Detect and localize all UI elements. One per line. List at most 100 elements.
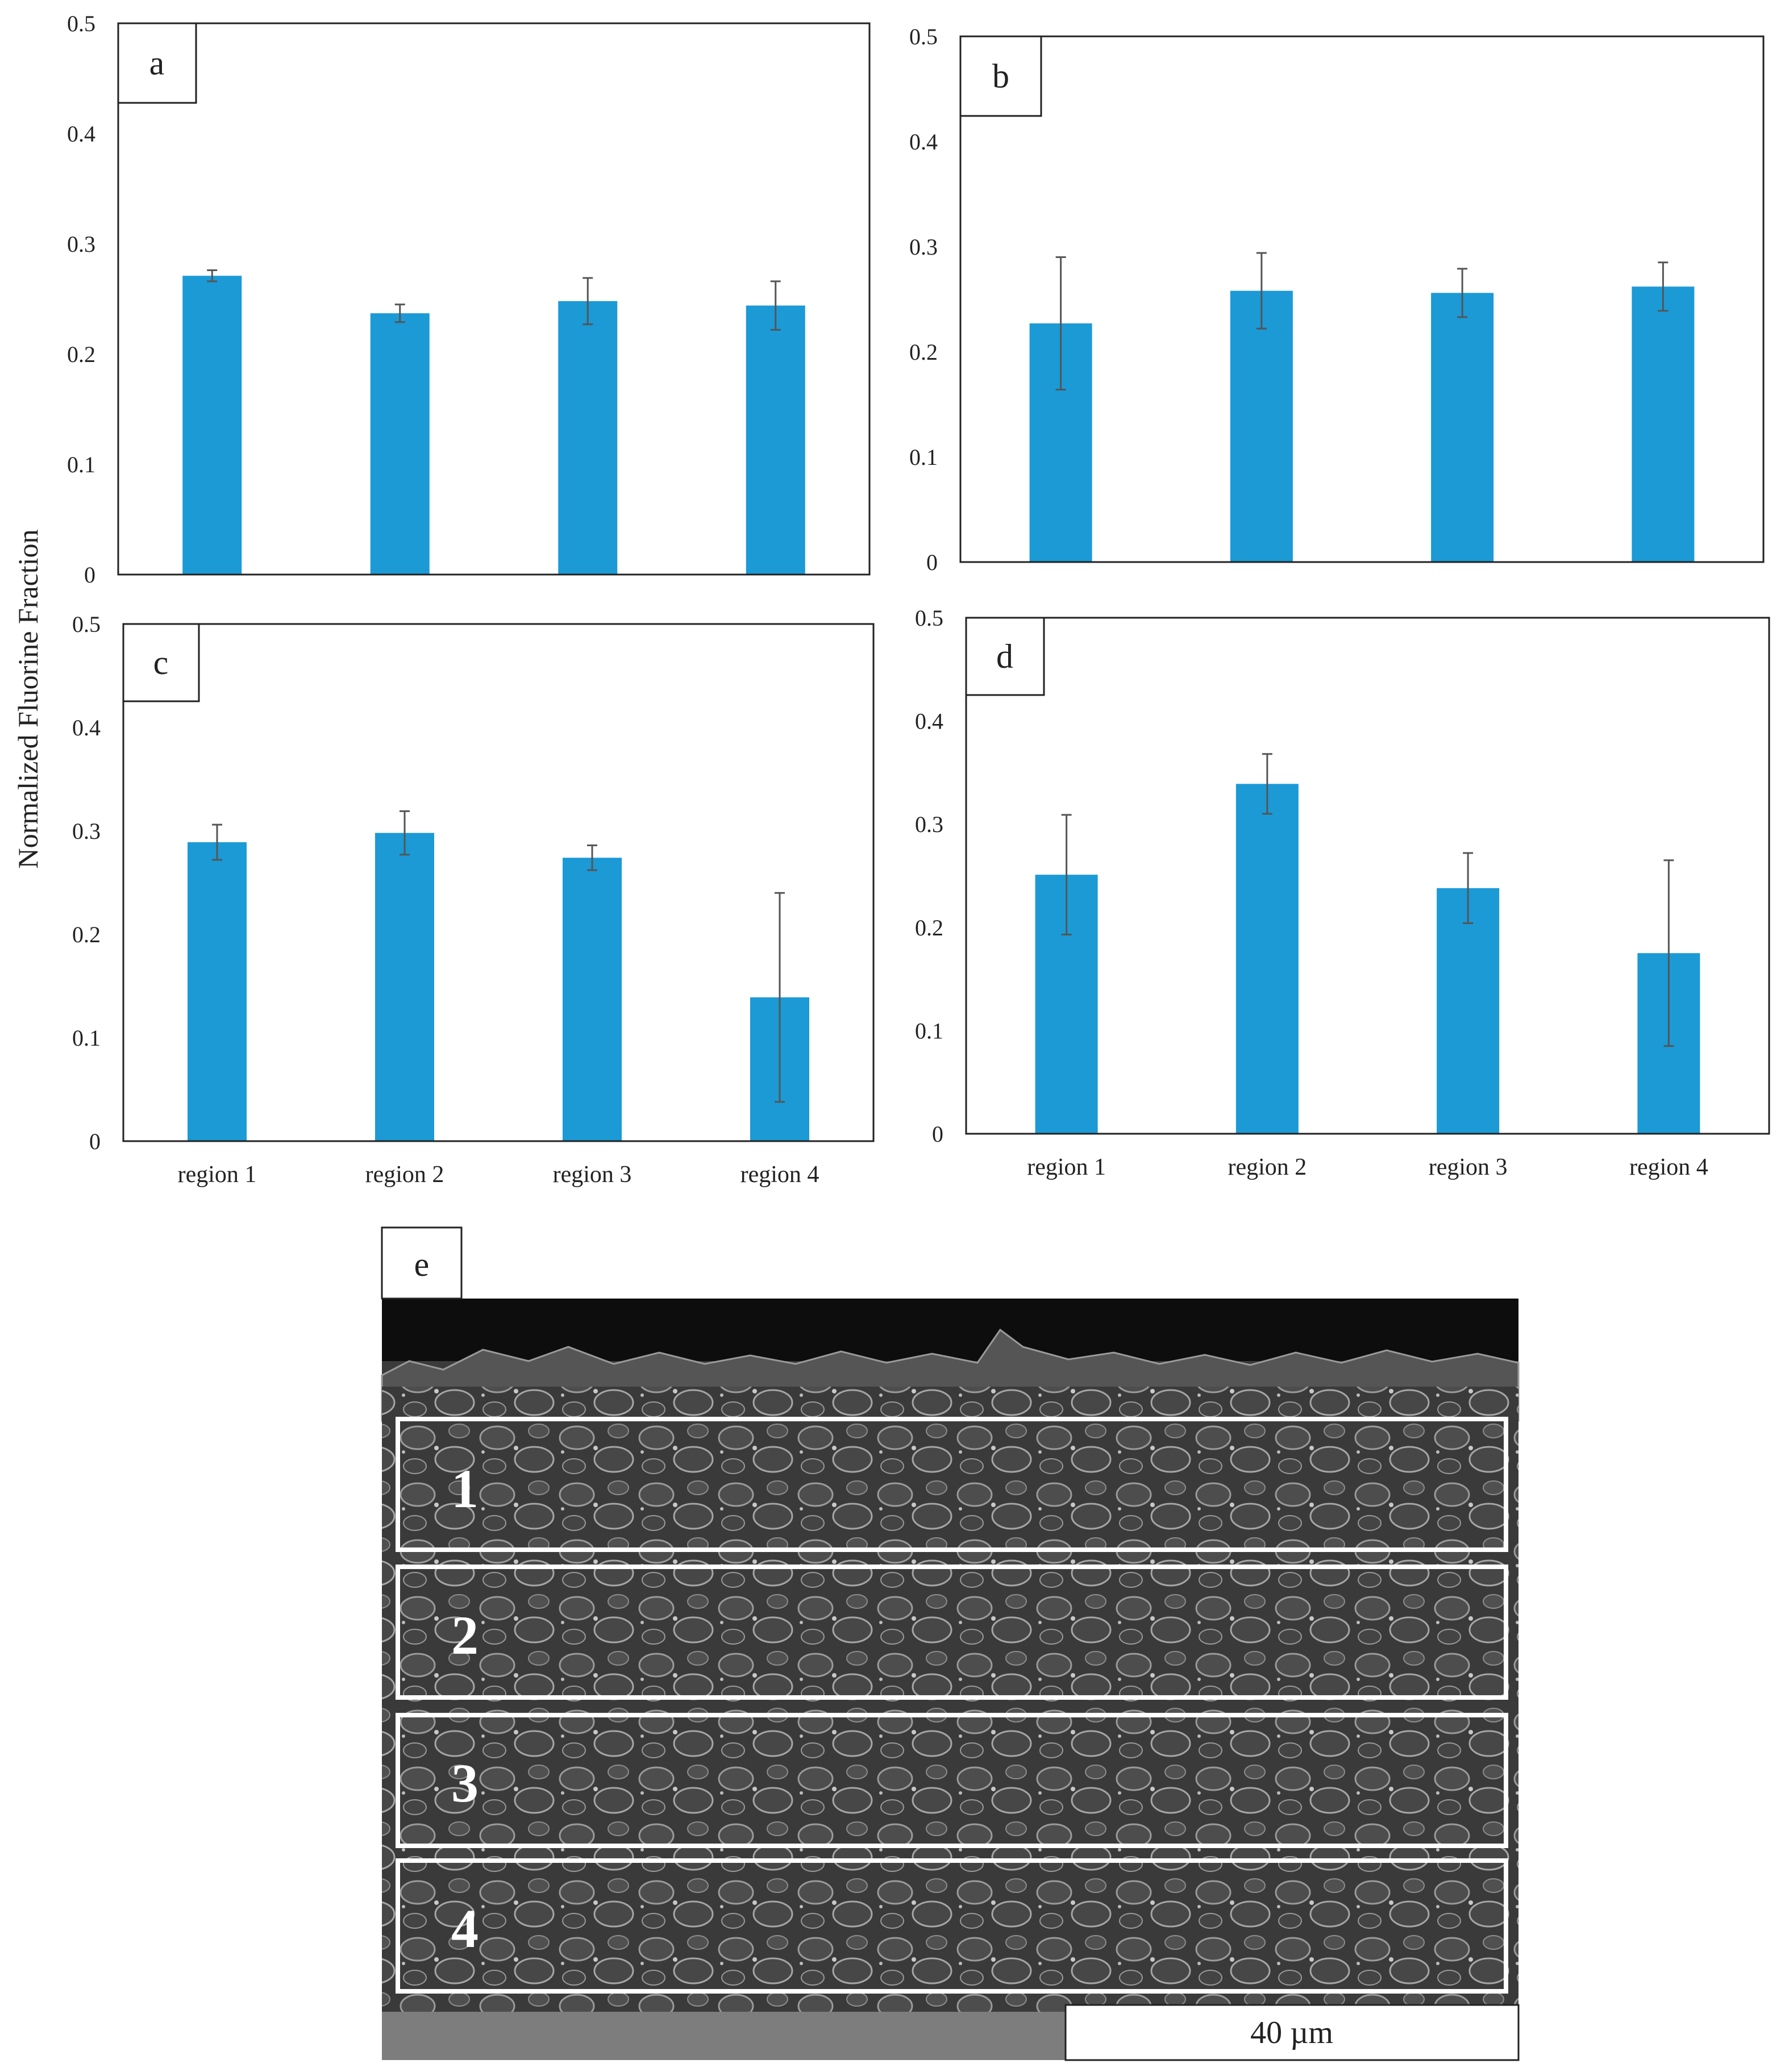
- panel-label-box-b: [959, 35, 1042, 117]
- y-tick-label-c-4: 0.4: [72, 715, 101, 740]
- y-tick-label-c-3: 0.3: [72, 818, 101, 844]
- y-tick-label-b-3: 0.3: [909, 234, 938, 260]
- y-tick-label-c-1: 0.1: [72, 1025, 101, 1051]
- x-tick-label-c-2: region 2: [365, 1162, 444, 1188]
- x-ticks-c: region 1 region 2 region 3 region 4: [178, 1162, 819, 1188]
- panel-label-a: a: [149, 44, 165, 82]
- error-bar-c-region-1: [212, 823, 222, 861]
- y-tick-label-b-0: 0: [926, 550, 938, 575]
- x-ticks-d: region 1 region 2 region 3 region 4: [1027, 1154, 1708, 1180]
- panel-label-box-a: [117, 22, 197, 104]
- chart-panel-c: 00.10.20.30.40.5 region 1 region 2 region …: [72, 611, 875, 1188]
- bars-b: [1029, 252, 1695, 562]
- bars-a: [182, 269, 805, 575]
- error-bar-b-region-3: [1457, 268, 1468, 318]
- y-tick-label-d-2: 0.2: [915, 915, 943, 941]
- y-tick-label-d-3: 0.3: [915, 812, 943, 837]
- y-tick-label-c-5: 0.5: [72, 611, 101, 637]
- y-tick-label-a-2: 0.2: [67, 342, 95, 367]
- panel-label-b: b: [992, 57, 1009, 95]
- micrograph-panel-e: 1 2 3 4 40 µm e: [381, 1226, 1520, 2061]
- bar-d-region-3: [1437, 888, 1500, 1134]
- y-ticks-a: 0 0.1 0.2 0.3 0.4 0.5: [67, 11, 95, 588]
- y-tick-label-b-2: 0.2: [909, 339, 938, 365]
- error-bar-a-region-1: [207, 269, 218, 282]
- error-bar-b-region-2: [1256, 252, 1267, 330]
- scale-bar-box: [1064, 2004, 1520, 2061]
- bar-b-region-4: [1632, 286, 1695, 562]
- y-ticks-c: 0 0.1 0.2 0.3 0.4 0.5: [72, 611, 101, 1154]
- y-tick-label-d-5: 0.5: [915, 605, 943, 631]
- error-bar-d-region-4: [1663, 859, 1674, 1047]
- scale-bar-label: 40 µm: [1250, 2015, 1333, 2050]
- x-tick-label-c-3: region 3: [553, 1162, 632, 1188]
- y-tick-label-a-4: 0.4: [67, 121, 95, 147]
- panel-label-box-c: [122, 623, 200, 702]
- y-tick-label-d-4: 0.4: [915, 709, 943, 734]
- bar-d-region-2: [1235, 784, 1299, 1134]
- bar-a-region-1: [182, 276, 242, 575]
- x-tick-label-d-2: region 2: [1228, 1154, 1307, 1180]
- panel-label-box-d: [965, 617, 1045, 696]
- error-bar-d-region-3: [1463, 852, 1474, 925]
- error-bar-a-region-3: [583, 277, 593, 326]
- bar-b-region-3: [1431, 293, 1494, 562]
- region-box-3: [396, 1713, 1508, 1848]
- x-tick-label-d-4: region 4: [1629, 1154, 1708, 1180]
- error-bar-c-region-4: [775, 892, 785, 1103]
- x-tick-label-c-1: region 1: [178, 1162, 257, 1188]
- bars-c: [188, 810, 809, 1141]
- chart-panel-b: 0 0.1 0.2 0.3 0.4 0.5 b: [909, 24, 1765, 575]
- bar-a-region-4: [746, 305, 805, 575]
- bar-b-region-2: [1230, 290, 1293, 562]
- y-tick-label-b-5: 0.5: [909, 24, 938, 49]
- panel-label-box-e: [381, 1226, 463, 1300]
- plot-frame-a: [117, 22, 871, 576]
- bar-a-region-3: [558, 301, 618, 575]
- y-tick-label-c-2: 0.2: [72, 922, 101, 947]
- panel-label-e: e: [414, 1246, 430, 1283]
- y-ticks-d: 0 0.1 0.2 0.3 0.4 0.5: [915, 605, 943, 1147]
- error-bar-d-region-2: [1262, 753, 1272, 815]
- error-bar-a-region-4: [770, 280, 781, 331]
- x-tick-label-d-3: region 3: [1429, 1154, 1508, 1180]
- error-bar-b-region-4: [1658, 261, 1669, 312]
- error-bar-c-region-3: [587, 844, 597, 871]
- y-tick-label-a-3: 0.3: [67, 231, 95, 257]
- region-number-3: 3: [451, 1753, 479, 1813]
- region-number-2: 2: [451, 1605, 479, 1666]
- region-number-4: 4: [451, 1898, 479, 1959]
- plot-frame-b: [959, 35, 1765, 563]
- error-bar-d-region-1: [1061, 814, 1072, 936]
- bar-c-region-1: [188, 842, 247, 1141]
- chart-panel-d: 00.10.20.30.40.5 region 1 region 2 region …: [915, 605, 1770, 1180]
- y-ticks-b: 0 0.1 0.2 0.3 0.4 0.5: [909, 24, 938, 575]
- plot-frame-c: [122, 623, 875, 1142]
- bar-c-region-2: [375, 833, 434, 1141]
- chart-panel-a: 0 0.1 0.2 0.3 0.4 0.5 a: [67, 11, 871, 588]
- bars-d: [1035, 753, 1700, 1134]
- y-axis-label: Normalized Fluorine Fraction: [12, 529, 44, 868]
- bar-a-region-2: [370, 313, 430, 575]
- region-box-2: [396, 1565, 1508, 1700]
- bar-c-region-3: [563, 858, 622, 1141]
- y-tick-label-d-1: 0.1: [915, 1018, 943, 1043]
- error-bar-c-region-2: [400, 810, 410, 856]
- plot-frame-d: [965, 617, 1770, 1135]
- y-tick-label-a-1: 0.1: [67, 452, 95, 477]
- x-tick-label-c-4: region 4: [740, 1162, 819, 1188]
- y-tick-label-b-4: 0.4: [909, 129, 938, 155]
- region-box-4: [396, 1858, 1508, 1994]
- panel-label-c: c: [153, 644, 169, 681]
- region-number-1: 1: [451, 1458, 479, 1519]
- panel-label-d: d: [996, 638, 1013, 675]
- error-bar-b-region-1: [1055, 256, 1066, 391]
- y-tick-label-b-1: 0.1: [909, 444, 938, 470]
- y-tick-label-c-0: 0: [89, 1129, 101, 1154]
- y-tick-label-d-0: 0: [932, 1121, 943, 1147]
- y-tick-label-a-5: 0.5: [67, 11, 95, 36]
- region-box-1: [396, 1417, 1508, 1552]
- error-bar-a-region-2: [394, 303, 405, 323]
- y-tick-label-a-0: 0: [84, 562, 95, 588]
